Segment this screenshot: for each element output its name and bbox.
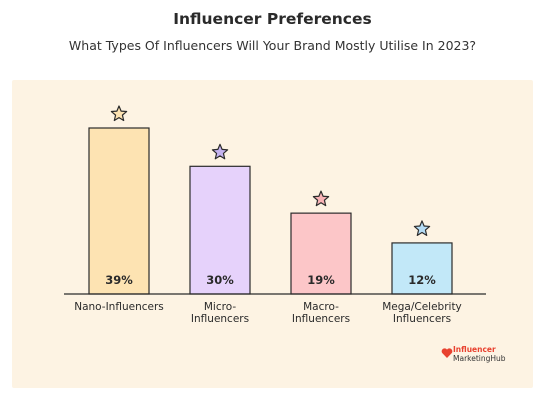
bar-2 [290,212,352,295]
category-label: Micro-Influencers [191,301,249,325]
heart-logo-icon [441,348,453,358]
bar-chart: 39% Nano-Influencers 30% Micro-Influencers 1… [64,105,486,325]
data-label: 19% [307,273,335,287]
star-icon [211,143,229,160]
data-label: 39% [105,273,133,287]
influencer-marketing-hub-logo: Influencer MarketingHub [441,344,541,366]
logo-text-marketinghub: MarketingHub [453,354,506,363]
star-icon [312,190,330,207]
chart-subtitle: What Types Of Influencers Will Your Bran… [68,38,477,53]
star-icon [413,220,431,236]
category-label: Macro-Influencers [292,301,350,325]
chart-title: Influencer Preferences [173,10,372,28]
bar-1 [189,165,251,295]
bar-0 [88,127,150,295]
data-label: 30% [206,273,234,287]
category-label: Mega/Celebrity Influencers [382,301,462,325]
star-icon [110,105,128,122]
category-label: Nano-Influencers [74,301,164,313]
chart-panel: 39% Nano-Influencers 30% Micro-Influencers 1… [12,80,533,388]
logo-text-influencer: Influencer [453,345,496,354]
data-label: 12% [408,273,436,287]
